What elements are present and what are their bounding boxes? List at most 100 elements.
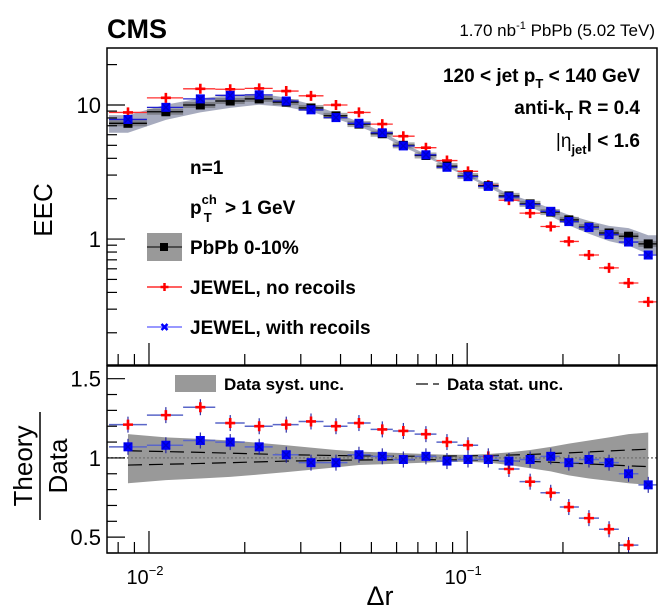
norecoil-marker [420,429,431,440]
ratio-point-jewel_norecoil [559,499,579,516]
legend-item-data: PbPb 0-10% [147,233,299,261]
ratio-numerator: Theory [8,426,38,507]
recoil-marker-cross [254,90,264,100]
main-panel: 1 10 [77,47,658,366]
point-jewel_norecoil [183,83,216,94]
recoil-marker-cross [354,118,364,128]
y-axis-title-main: EEC [28,183,58,236]
recoil-marker-cross [546,451,556,461]
point-jewel_norecoil [272,86,299,97]
recoil-marker-cross [195,435,205,445]
ratio-point-jewel_norecoil [347,415,371,432]
y-tick-label-ratio: 1.5 [70,367,101,392]
ratio-frame [106,365,658,554]
recoil-marker-cross [123,442,133,452]
recoil-marker-cross [624,237,634,247]
point-jewel_recoil [638,250,657,260]
ratio-point-jewel_recoil [392,451,415,468]
recoil-marker-cross [584,455,594,464]
ratio-point-jewel_norecoil [392,422,415,439]
recoil-marker-cross [123,114,133,124]
legend-label-stat: Data stat. unc. [447,375,563,394]
ratio-point-jewel_recoil [498,453,520,470]
n-label: n=1 [190,158,224,179]
recoil-marker-cross [584,222,594,232]
ratio-point-jewel_norecoil [298,413,324,430]
recoil-marker-cross [306,105,316,115]
ratio-point-jewel_recoil [559,454,579,471]
ratio-point-jewel_recoil [272,446,299,463]
legend-label-jewel-norecoil: JEWEL, no recoils [190,278,356,299]
legend-label-data: PbPb 0-10% [190,238,299,259]
point-jewel_norecoil [559,236,579,247]
point-jewel_recoil [559,217,579,227]
point-jewel_recoil [347,118,371,128]
point-jewel_recoil [457,172,479,182]
point-jewel_norecoil [638,296,657,307]
point-jewel_norecoil [618,278,639,289]
recoil-marker-cross [564,217,574,227]
recoil-marker-cross [421,451,431,461]
recoil-marker-cross [546,206,556,216]
norecoil-marker [441,437,452,448]
ratio-point-jewel_recoil [215,434,245,451]
legend-data-marker [160,243,168,251]
recoil-marker-cross [564,458,574,468]
point-data [638,239,657,249]
legend-syst-band-swatch [175,375,216,392]
recoil-marker-cross [463,172,473,182]
recoil-marker-cross [604,230,614,240]
norecoil-marker [225,418,236,429]
recoil-marker-cross [398,455,408,464]
y-tick-label-main: 1 [89,227,101,252]
track-pt-label: pch T > 1 GeV [190,192,296,225]
recoil-marker-cross [525,200,535,209]
ratio-panel: 0.5 1 1.5 10−2 10−1 [70,365,658,589]
point-jewel_norecoil [146,92,184,103]
norecoil-marker [377,119,388,130]
point-jewel_recoil [414,150,437,160]
data-marker [225,96,235,106]
jet-algorithm-label: anti-kT R = 0.4 [514,98,640,123]
recoil-marker-cross [442,456,452,466]
point-jewel_recoil [298,105,324,115]
y-tick-label-ratio: 0.5 [70,525,101,550]
point-jewel_recoil [392,141,415,151]
point-jewel_recoil [478,181,499,191]
norecoil-marker [525,476,536,487]
recoil-marker-cross [463,455,473,464]
recoil-marker-cross [442,162,452,172]
legend-label-syst: Data syst. unc. [224,375,344,394]
ratio-point-jewel_recoil [109,438,147,455]
ratio-point-jewel_norecoil [618,537,639,553]
norecoil-marker [195,402,206,413]
ratio-point-jewel_recoil [436,453,458,470]
ratio-denominator: Data [43,438,73,493]
point-jewel_recoil [498,192,520,202]
point-jewel_recoil [370,128,393,138]
norecoil-marker [563,236,574,247]
x-tick-label: 10−2 [126,563,163,589]
legend-main: PbPb 0-10% JEWEL, no recoils JEWEL, with… [147,233,371,339]
recoil-marker-cross [195,94,205,104]
ratio-point-jewel_recoil [244,438,273,455]
ratio-point-jewel_norecoil [215,415,245,432]
legend-ratio: Data syst. unc. Data stat. unc. [175,375,563,394]
data-marker [643,239,653,249]
point-jewel_recoil [599,230,619,240]
recoil-marker-cross [525,455,535,464]
norecoil-marker [330,99,341,110]
recoil-marker-cross [161,102,171,112]
norecoil-marker [563,502,574,513]
ratio-point-jewel_recoil [519,451,541,468]
ratio-point-jewel_norecoil [599,521,619,538]
ratio-point-jewel_recoil [457,451,479,468]
norecoil-marker [281,419,292,430]
point-jewel_recoil [578,222,600,232]
norecoil-marker [545,221,556,232]
ratio-point-jewel_norecoil [540,484,560,501]
ratio-point-jewel_recoil [540,448,560,465]
recoil-marker-cross [604,458,614,468]
legend-norecoil-marker [160,283,169,291]
